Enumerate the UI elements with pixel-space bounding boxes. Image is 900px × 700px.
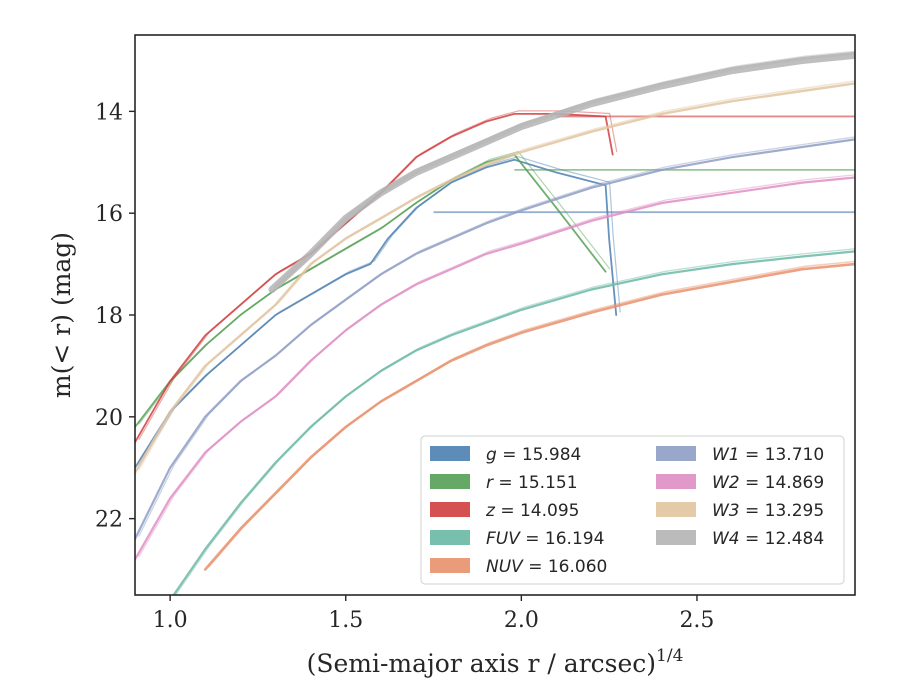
legend: g = 15.984 r = 15.151 z = 14.095 FUV = 16.1…: [420, 435, 845, 585]
legend-label-w3: W3 = 13.295: [712, 501, 824, 521]
y-tick-label: 16: [95, 202, 123, 227]
legend-label-w4: W4 = 12.484: [712, 529, 824, 549]
legend-swatch-w1: [656, 446, 696, 461]
legend-swatch-fuv: [430, 530, 470, 545]
legend-label-w1: W1 = 13.710: [712, 445, 824, 465]
legend-swatch-g: [430, 446, 470, 461]
y-tick-label: 18: [95, 304, 123, 329]
legend-label-w2: W2 = 14.869: [712, 473, 824, 493]
legend-swatch-r: [430, 474, 470, 489]
legend-label-z: z = 14.095: [485, 501, 579, 521]
series-line-w3: [135, 82, 855, 474]
x-tick-label: 1.5: [328, 608, 363, 633]
legend-label-g: g = 15.984: [486, 445, 581, 465]
series-line-w4: [268, 51, 855, 293]
series-layer: [135, 50, 855, 595]
series-line-g: [135, 158, 618, 469]
legend-swatch-w2: [656, 474, 696, 489]
y-tick-label: 22: [95, 508, 123, 533]
legend-swatch-nuv: [430, 558, 470, 573]
legend-swatch-w3: [656, 502, 696, 517]
legend-swatch-z: [430, 502, 470, 517]
legend-label-r: r = 15.151: [486, 473, 578, 493]
series-line-w1: [135, 138, 855, 541]
legend-swatch-w4: [656, 530, 696, 545]
series-line-fuv: [172, 250, 855, 595]
x-axis-label: (Semi-major axis r / arcsec)1/4: [307, 646, 684, 678]
x-tick-label: 1.0: [153, 608, 188, 633]
y-axis-label: m(< r) (mag): [47, 232, 76, 398]
ticks-layer: 1.0 1.5 2.0 2.5 14 16 18 20 22: [95, 100, 714, 633]
legend-box: [420, 435, 845, 585]
legend-label-nuv: NUV = 16.060: [486, 557, 607, 577]
y-tick-label: 14: [95, 100, 123, 125]
y-tick-label: 20: [95, 406, 123, 431]
series-line-nuv: [203, 262, 855, 571]
legend-label-fuv: FUV = 16.194: [486, 529, 604, 549]
series-line-w2: [135, 176, 855, 561]
x-tick-label: 2.5: [679, 608, 714, 633]
x-tick-label: 2.0: [504, 608, 539, 633]
